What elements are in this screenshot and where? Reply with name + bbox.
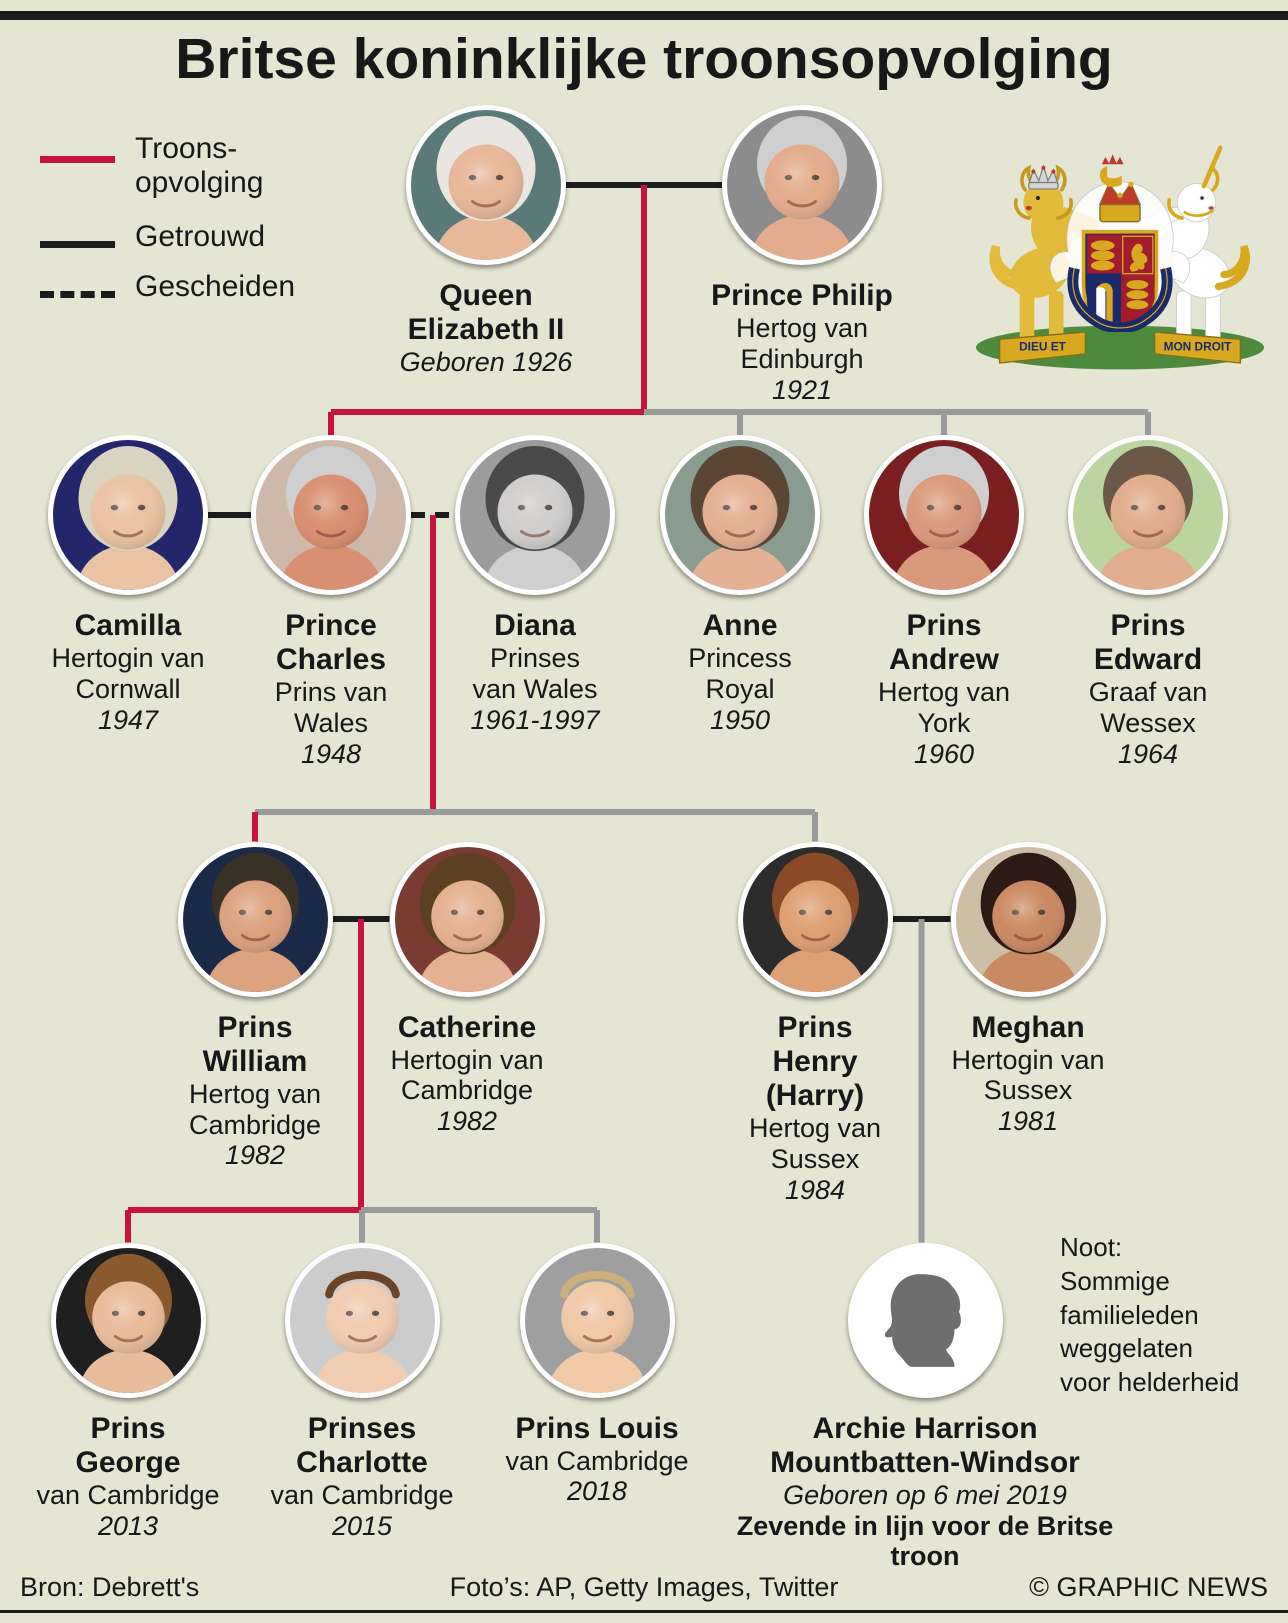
svg-text:MON DROIT: MON DROIT — [1164, 339, 1233, 353]
svg-text:DIEU ET: DIEU ET — [1019, 339, 1066, 353]
